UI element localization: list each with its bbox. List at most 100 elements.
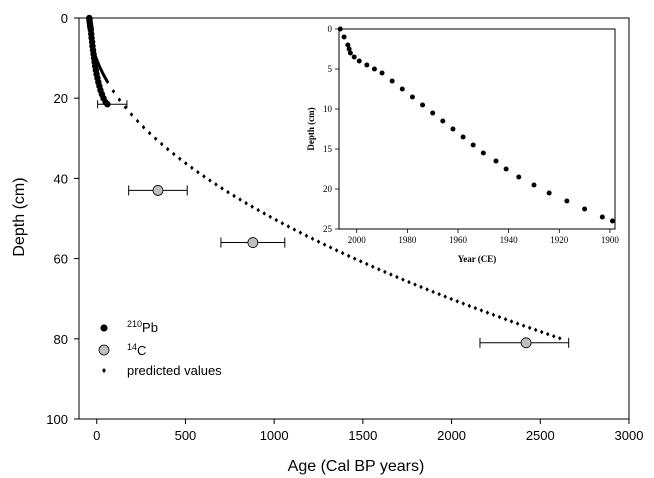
inset-point xyxy=(480,150,486,156)
predicted-point xyxy=(389,272,393,277)
predicted-point xyxy=(141,125,146,130)
predicted-point xyxy=(220,186,224,191)
x-tick-label: 1000 xyxy=(260,428,289,443)
predicted-point xyxy=(401,277,405,282)
legend-pb210-marker xyxy=(100,324,108,332)
predicted-point xyxy=(455,299,460,304)
inset-point xyxy=(531,182,537,188)
main-plot-frame xyxy=(78,17,630,420)
c14-point xyxy=(520,337,532,349)
predicted-point xyxy=(328,245,333,250)
x-tick-label: 500 xyxy=(175,428,197,443)
predicted-point xyxy=(244,200,248,206)
predicted-point xyxy=(184,161,188,166)
inset-point xyxy=(430,110,436,116)
legend-c14-label: C xyxy=(137,343,146,358)
predicted-point xyxy=(371,264,375,269)
predicted-point xyxy=(346,253,351,259)
predicted-point xyxy=(177,156,182,161)
predicted-point xyxy=(358,259,363,264)
inset-point xyxy=(347,50,353,56)
predicted-point xyxy=(105,79,110,84)
x-tick-label: 3000 xyxy=(615,428,644,443)
predicted-point xyxy=(117,97,122,102)
c14-point xyxy=(152,185,164,196)
predicted-point xyxy=(286,224,291,229)
predicted-point xyxy=(419,284,423,290)
predicted-point xyxy=(413,282,417,287)
inset-point xyxy=(345,42,351,48)
pb210-point xyxy=(104,101,111,108)
y-tick-label: 40 xyxy=(54,171,68,186)
predicted-point xyxy=(551,334,556,339)
predicted-point xyxy=(383,269,387,275)
predicted-point xyxy=(159,141,164,147)
predicted-point xyxy=(111,89,116,94)
y-tick-label: 100 xyxy=(46,412,68,427)
predicted-point xyxy=(226,189,230,195)
inset-plot-background xyxy=(339,29,615,229)
inset-x-tick-label: 1940 xyxy=(500,235,519,245)
predicted-point xyxy=(292,227,297,232)
predicted-point xyxy=(533,327,538,333)
x-tick-label: 2000 xyxy=(437,428,466,443)
legend-pb210-superscript: 210 xyxy=(127,319,142,329)
predicted-point xyxy=(256,207,260,213)
predicted-point xyxy=(153,136,158,141)
inset-y-tick-label: 5 xyxy=(328,64,333,74)
predicted-point xyxy=(280,221,285,226)
main-y-axis-label: Depth (cm) xyxy=(11,177,28,256)
predicted-point xyxy=(437,292,441,297)
inset-y-tick-label: 15 xyxy=(323,144,333,154)
inset-point xyxy=(460,134,466,140)
inset-x-tick-label: 1900 xyxy=(601,235,620,245)
inset-y-tick-label: 0 xyxy=(328,24,333,34)
inset-plot-frame xyxy=(338,28,616,230)
legend-item-predicted: predicted values xyxy=(102,363,222,378)
predicted-point xyxy=(196,169,200,175)
legend-predicted-marker xyxy=(102,368,106,373)
x-tick-label: 1500 xyxy=(348,428,377,443)
inset-chart: 2000 1980 1960 1940 1920 1900 0 5 10 15 20 25 Year… xyxy=(306,24,619,264)
predicted-point xyxy=(147,130,152,136)
predicted-point xyxy=(214,182,218,187)
predicted-point xyxy=(322,242,327,247)
c14-series xyxy=(128,185,570,349)
inset-pb210-series xyxy=(337,26,615,224)
main-y-axis: 0 20 40 60 80 100 xyxy=(46,11,79,427)
legend-c14-superscript: 14 xyxy=(127,342,137,352)
predicted-point xyxy=(467,303,472,309)
inset-point xyxy=(351,54,357,60)
inset-y-axis: 0 5 10 15 20 25 xyxy=(323,24,339,234)
predicted-point xyxy=(202,174,206,179)
predicted-point xyxy=(304,233,309,238)
inset-point xyxy=(609,218,615,224)
inset-point xyxy=(389,78,395,84)
inset-point xyxy=(546,190,552,196)
legend: 210Pb 14C predicted values xyxy=(98,319,222,378)
predicted-point xyxy=(334,248,339,253)
inset-point xyxy=(493,158,499,164)
predicted-point xyxy=(190,165,194,171)
predicted-point xyxy=(425,287,429,292)
predicted-point xyxy=(208,178,212,183)
inset-point xyxy=(346,46,352,52)
predicted-point xyxy=(558,336,562,341)
pb210-series xyxy=(86,14,128,109)
y-tick-label: 20 xyxy=(54,91,68,106)
predicted-point xyxy=(165,146,170,152)
inset-y-tick-label: 20 xyxy=(323,184,333,194)
inset-y-tick-label: 25 xyxy=(323,224,333,234)
predicted-point xyxy=(539,329,544,335)
predicted-point xyxy=(250,204,254,209)
inset-point xyxy=(371,66,377,72)
x-tick-label: 0 xyxy=(93,428,100,443)
inset-point xyxy=(356,58,362,64)
predicted-point xyxy=(449,296,454,302)
predicted-point xyxy=(364,261,369,267)
predicted-point xyxy=(171,151,176,157)
inset-point xyxy=(599,214,605,220)
inset-point xyxy=(516,174,522,180)
inset-y-axis-label: Depth (cm) xyxy=(306,107,316,150)
